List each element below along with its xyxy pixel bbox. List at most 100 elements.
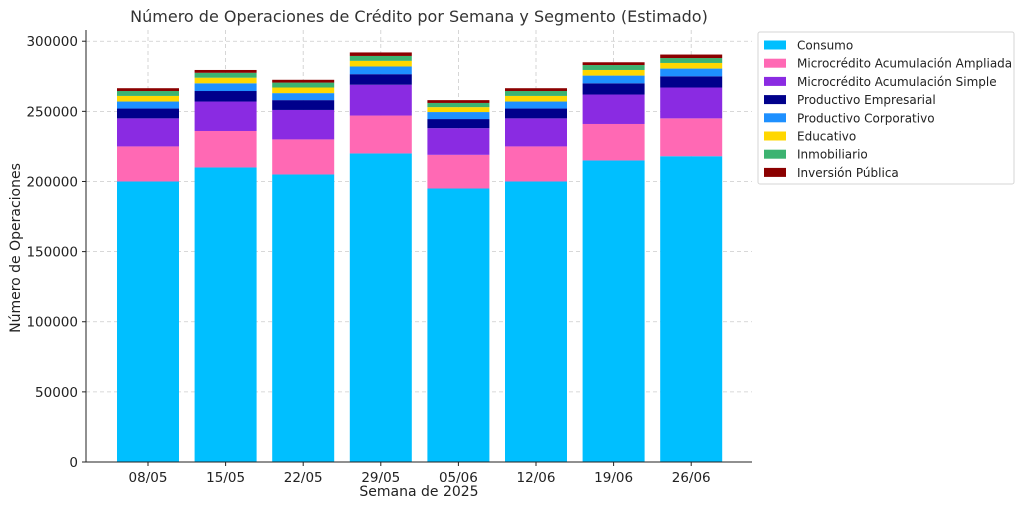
- bar-segment-7-3: [349, 52, 412, 56]
- bar-segment-2-0: [117, 118, 179, 147]
- legend-label: Consumo: [797, 39, 853, 53]
- x-tick-label: 19/06: [594, 470, 633, 486]
- bar-segment-6-2: [272, 82, 335, 88]
- bar-segment-7-2: [272, 79, 335, 83]
- bar-segment-5-0: [117, 95, 179, 102]
- bar-segment-2-3: [349, 84, 412, 116]
- y-tick-label: 50000: [35, 385, 78, 401]
- bar-segment-3-1: [194, 91, 257, 102]
- bar-segment-5-5: [505, 95, 567, 102]
- bar-segment-2-6: [582, 94, 645, 124]
- legend-label: Educativo: [797, 130, 856, 144]
- x-axis-label: Semana de 2025: [359, 484, 478, 500]
- legend-swatch: [764, 113, 786, 123]
- legend-box: [757, 31, 1015, 185]
- x-tick-label: 08/05: [129, 470, 168, 486]
- bars: [117, 52, 723, 463]
- bar-segment-6-3: [349, 55, 412, 61]
- legend-label: Microcrédito Acumulación Simple: [797, 75, 997, 89]
- bar-segment-6-7: [660, 58, 723, 63]
- chart-title: Número de Operaciones de Crédito por Sem…: [130, 7, 708, 26]
- bar-segment-6-4: [427, 102, 490, 108]
- bar-segment-0-1: [194, 167, 257, 463]
- bar-segment-6-0: [117, 91, 179, 96]
- bar-segment-2-7: [660, 87, 723, 119]
- x-tick-label: 05/06: [439, 470, 478, 486]
- legend-label: Inversión Pública: [797, 166, 899, 180]
- y-tick-label: 300000: [26, 34, 78, 50]
- y-ticks: 0 50000 100000 150000 200000 250000 300000: [26, 34, 86, 471]
- bar-segment-6-1: [194, 72, 257, 78]
- x-tick-label: 22/05: [284, 470, 323, 486]
- bar-segment-7-7: [660, 54, 723, 59]
- bar-segment-1-2: [272, 139, 335, 175]
- x-ticks: 08/05 15/05 22/05 29/05 05/06 12/06 19/06 26/06: [129, 462, 711, 486]
- grid: [86, 30, 752, 463]
- legend: Consumo Microcrédito Acumulación Ampliada…: [757, 31, 1015, 185]
- legend-swatch: [764, 167, 786, 177]
- bar-segment-4-5: [505, 101, 567, 109]
- bar-segment-6-6: [582, 65, 645, 70]
- bar-segment-5-2: [272, 87, 335, 94]
- bar-segment-2-5: [505, 118, 567, 147]
- legend-label: Inmobiliario: [797, 148, 868, 162]
- bar-segment-2-2: [272, 109, 335, 140]
- legend-swatch: [764, 58, 786, 68]
- axes: [85, 30, 752, 463]
- bar-segment-4-4: [427, 112, 490, 120]
- y-tick-label: 250000: [26, 104, 78, 120]
- bar-segment-1-5: [505, 146, 567, 182]
- bar-segment-0-4: [427, 188, 490, 462]
- bar-segment-5-4: [427, 107, 490, 113]
- bar-segment-4-3: [349, 66, 412, 75]
- x-tick-label: 26/06: [672, 470, 711, 486]
- legend-swatch: [764, 149, 786, 159]
- y-tick-label: 200000: [26, 174, 78, 190]
- bar-segment-5-3: [349, 60, 412, 67]
- bar-segment-3-7: [660, 76, 723, 88]
- bar-segment-1-7: [660, 118, 723, 157]
- bar-segment-0-2: [272, 174, 335, 462]
- legend-label: Productivo Empresarial: [797, 93, 936, 107]
- legend-swatch: [764, 40, 786, 50]
- legend-swatch: [764, 95, 786, 105]
- bar-segment-0-6: [582, 160, 645, 462]
- bar-segment-2-4: [427, 128, 490, 155]
- bar-segment-1-4: [427, 154, 490, 189]
- bar-segment-3-5: [505, 108, 567, 119]
- y-axis-label: Número de Operaciones: [8, 163, 24, 333]
- bar-segment-7-5: [505, 88, 567, 92]
- bar-segment-1-6: [582, 123, 645, 161]
- bar-segment-0-5: [505, 181, 567, 462]
- bar-segment-4-1: [194, 83, 257, 92]
- y-tick-label: 100000: [26, 315, 78, 331]
- bar-segment-1-1: [194, 130, 257, 168]
- bar-segment-3-6: [582, 83, 645, 95]
- legend-label: Microcrédito Acumulación Ampliada: [797, 57, 1012, 71]
- bar-segment-3-0: [117, 108, 179, 119]
- bar-segment-0-3: [349, 153, 412, 462]
- bar-segment-5-7: [660, 62, 723, 69]
- bar-segment-0-0: [117, 181, 179, 462]
- x-tick-label: 12/06: [517, 470, 556, 486]
- bar-segment-5-6: [582, 69, 645, 76]
- bar-segment-4-6: [582, 75, 645, 84]
- legend-label: Productivo Corporativo: [797, 111, 935, 125]
- bar-segment-3-4: [427, 119, 490, 129]
- bar-segment-7-0: [117, 88, 179, 92]
- y-tick-label: 0: [69, 455, 78, 471]
- bar-segment-1-0: [117, 146, 179, 182]
- bar-segment-4-2: [272, 93, 335, 101]
- y-tick-label: 150000: [26, 245, 78, 261]
- bar-segment-3-3: [349, 74, 412, 85]
- bar-segment-2-1: [194, 101, 257, 131]
- bar-segment-0-7: [660, 156, 723, 462]
- bar-segment-7-1: [194, 69, 257, 73]
- x-tick-label: 29/05: [361, 470, 400, 486]
- bar-segment-5-1: [194, 77, 257, 84]
- bar-segment-6-5: [505, 91, 567, 96]
- legend-swatch: [764, 131, 786, 141]
- bar-segment-4-0: [117, 101, 179, 109]
- bar-segment-1-3: [349, 115, 412, 154]
